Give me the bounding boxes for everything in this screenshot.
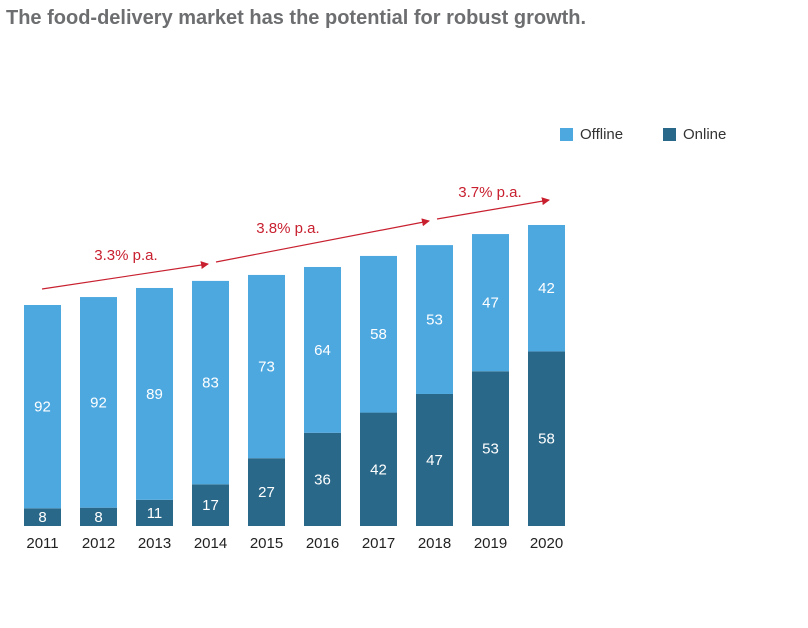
value-label: 92 — [90, 394, 107, 411]
value-label: 73 — [258, 359, 275, 376]
arrow — [41, 261, 209, 290]
legend-label: Offline — [580, 126, 623, 143]
value-label: 53 — [482, 441, 499, 458]
bar-segment — [248, 458, 285, 526]
x-tick-label: 2017 — [362, 535, 395, 552]
bar-segment — [360, 255, 397, 413]
x-tick-label: 2019 — [474, 535, 507, 552]
value-label: 42 — [370, 461, 387, 478]
bar-segment — [304, 432, 341, 526]
value-label: 58 — [538, 431, 555, 448]
value-label: 53 — [426, 312, 443, 329]
bar-segment — [192, 484, 229, 526]
x-tick-label: 2013 — [138, 535, 171, 552]
x-tick-label: 2018 — [418, 535, 451, 552]
bar-segment — [472, 234, 509, 372]
x-tick-label: 2015 — [250, 535, 283, 552]
bar-segment — [416, 245, 453, 394]
arrow — [215, 218, 430, 263]
value-label: 8 — [38, 509, 46, 526]
bar-segment — [528, 351, 565, 526]
arrow — [436, 197, 550, 220]
value-label: 64 — [314, 342, 331, 359]
value-label: 83 — [202, 375, 219, 392]
chart-title: The food-delivery market has the potenti… — [6, 7, 586, 29]
bar-segment — [472, 371, 509, 526]
annotation: 3.8% p.a. — [256, 220, 319, 237]
bar-segment — [136, 499, 173, 526]
x-tick-label: 2011 — [26, 535, 58, 552]
x-tick-label: 2020 — [530, 535, 563, 552]
bar-segment — [416, 393, 453, 526]
annotation: 3.7% p.a. — [458, 184, 521, 201]
x-tick-label: 2014 — [194, 535, 227, 552]
x-tick-label: 2016 — [306, 535, 339, 552]
value-label: 92 — [34, 399, 51, 416]
annotation: 3.3% p.a. — [94, 247, 157, 264]
bar-segment — [304, 266, 341, 433]
value-label: 27 — [258, 484, 275, 501]
value-label: 11 — [147, 505, 163, 522]
bar-segment — [24, 508, 61, 526]
value-label: 17 — [202, 497, 219, 514]
value-label: 36 — [314, 471, 331, 488]
legend-swatch — [663, 128, 676, 141]
value-label: 89 — [146, 386, 163, 403]
value-label: 47 — [482, 295, 499, 312]
legend-swatch — [560, 128, 573, 141]
bar-segment — [528, 224, 565, 352]
value-label: 47 — [426, 452, 443, 469]
value-label: 58 — [370, 326, 387, 343]
bar-segment — [80, 507, 117, 526]
bar-segment — [136, 287, 173, 500]
growth-arrows — [41, 197, 550, 290]
bar-segment — [24, 305, 61, 509]
legend-label: Online — [683, 126, 726, 143]
value-label: 8 — [94, 509, 102, 526]
bar-segment — [80, 297, 117, 508]
value-label: 42 — [538, 280, 555, 297]
x-tick-label: 2012 — [82, 535, 115, 552]
bar-segment — [360, 412, 397, 526]
bar-segment — [248, 274, 285, 459]
bar-segment — [192, 280, 229, 485]
